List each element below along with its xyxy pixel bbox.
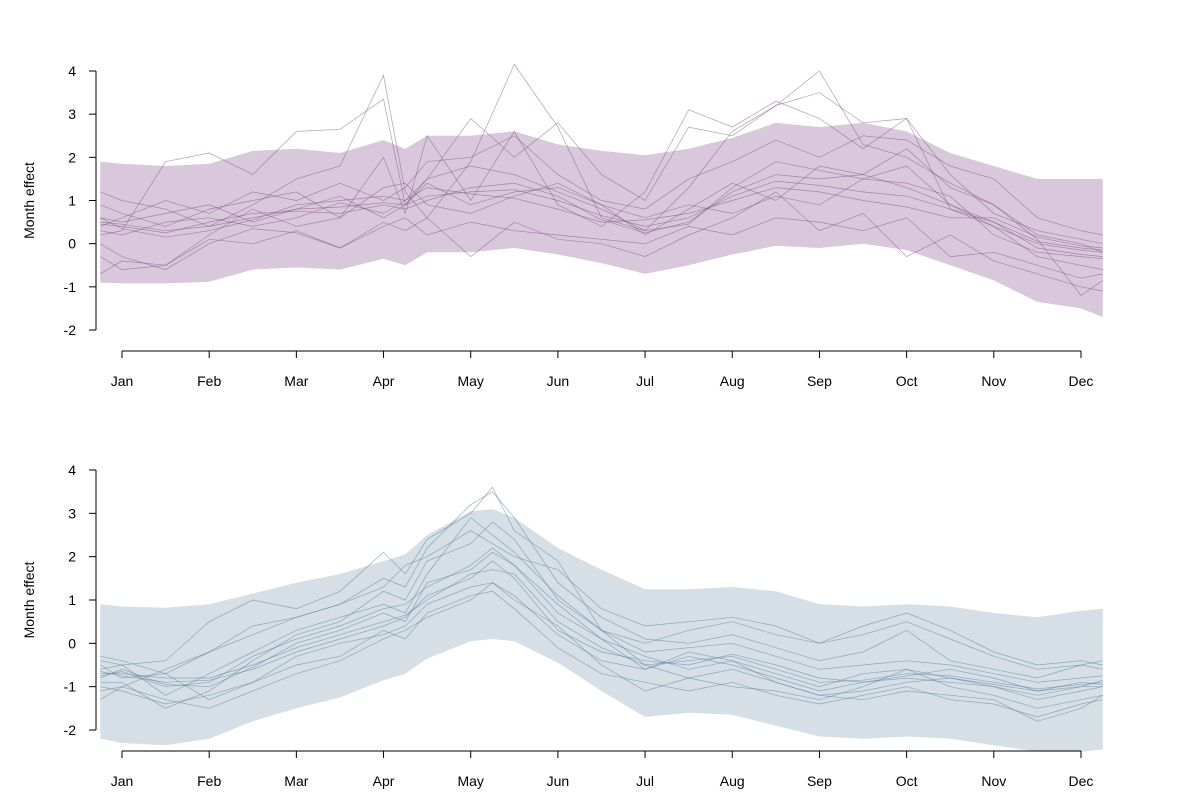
y-tick-label: 3 (68, 505, 76, 521)
series-line-2 (100, 560, 1103, 692)
series-line-6 (100, 100, 1103, 275)
series-line-5 (100, 165, 1103, 257)
series-line-5 (100, 521, 1103, 709)
bottom-panel: -2 -1 0 1 2 3 4 Jan Feb Mar Apr May Jun Jul Aug Sep Oct N… (21, 462, 1103, 789)
x-tick-label: Aug (720, 773, 745, 789)
series-line-10 (100, 547, 1103, 701)
y-tick-label: 4 (68, 63, 76, 79)
x-tick-label: Jul (636, 373, 654, 389)
series-line-8 (100, 191, 1103, 292)
x-tick-label: Apr (373, 373, 395, 389)
y-tick-label: 2 (68, 549, 76, 565)
x-tick-label: Dec (1069, 373, 1094, 389)
x-tick-label: Aug (720, 373, 745, 389)
y-tick-label: 2 (68, 149, 76, 165)
y-tick-label: -1 (64, 279, 77, 295)
x-tick-label: Feb (197, 773, 221, 789)
x-tick-label: May (457, 373, 483, 389)
x-tick-label: Mar (284, 373, 308, 389)
series-line-12 (100, 148, 1103, 253)
x-tick-label: Nov (981, 373, 1006, 389)
x-tick-label: Mar (284, 773, 308, 789)
y-tick-label: -2 (64, 722, 77, 738)
series-line-11 (100, 217, 1103, 279)
y-axis-label: Month effect (21, 562, 37, 639)
x-tick-label: Nov (981, 773, 1006, 789)
y-tick-label: -2 (64, 322, 77, 338)
x-tick-label: Jan (111, 773, 134, 789)
x-tick-label: Jun (547, 773, 570, 789)
series-line-10 (100, 92, 1103, 245)
series-line-12 (100, 582, 1103, 722)
x-tick-label: Apr (373, 773, 395, 789)
y-tick-label: 3 (68, 106, 76, 122)
series-line-3 (100, 551, 1103, 692)
y-tick-label: 0 (68, 635, 76, 651)
x-tick-label: Sep (807, 773, 832, 789)
y-tick-label: 1 (68, 592, 76, 608)
top-panel: -2 -1 0 1 2 3 4 Jan Feb Mar Apr May Jun Jul Aug Sep Oct N… (21, 63, 1103, 389)
series-line-7 (100, 517, 1103, 709)
series-line-7 (100, 63, 1103, 296)
x-tick-label: Sep (807, 373, 832, 389)
x-tick-label: May (457, 773, 483, 789)
x-tick-label: Jul (636, 773, 654, 789)
series-line-6 (100, 491, 1103, 701)
y-tick-label: 0 (68, 236, 76, 252)
series-line-11 (100, 530, 1103, 675)
series-line-2 (100, 174, 1103, 253)
x-tick-label: Feb (197, 373, 221, 389)
x-tick-label: Oct (896, 773, 918, 789)
y-tick-label: 4 (68, 462, 76, 478)
y-tick-label: 1 (68, 193, 76, 209)
x-tick-label: Jan (111, 373, 134, 389)
y-axis-label: Month effect (21, 162, 37, 239)
series-line-8 (100, 590, 1103, 718)
y-tick-label: -1 (64, 679, 77, 695)
series-line-9 (100, 135, 1103, 236)
x-tick-label: Oct (896, 373, 918, 389)
x-tick-label: Jun (547, 373, 570, 389)
x-tick-label: Dec (1069, 773, 1094, 789)
series-line-9 (100, 486, 1103, 670)
